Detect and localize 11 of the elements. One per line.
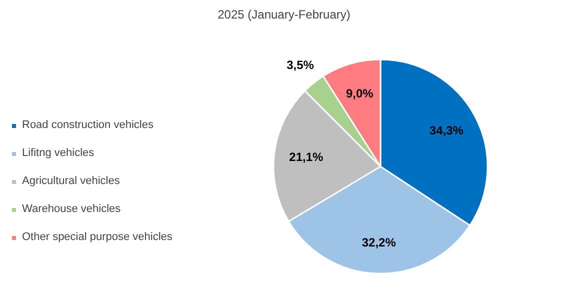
data-label: 32,2% bbox=[362, 236, 396, 250]
legend-label: Other special purpose vehicles bbox=[22, 231, 172, 243]
data-label: 21,1% bbox=[289, 150, 324, 164]
legend-label: Road construction vehicles bbox=[22, 119, 154, 131]
chart-title: 2025 (January-February) bbox=[218, 8, 350, 22]
data-label: 3,5% bbox=[286, 58, 314, 72]
legend-label: Lifitng vehicles bbox=[22, 147, 94, 159]
legend-label: Agricultural vehicles bbox=[22, 175, 120, 187]
data-label: 34,3% bbox=[429, 123, 464, 138]
legend-label: Warehouse vehicles bbox=[22, 203, 121, 215]
data-label: 9,0% bbox=[346, 86, 374, 101]
